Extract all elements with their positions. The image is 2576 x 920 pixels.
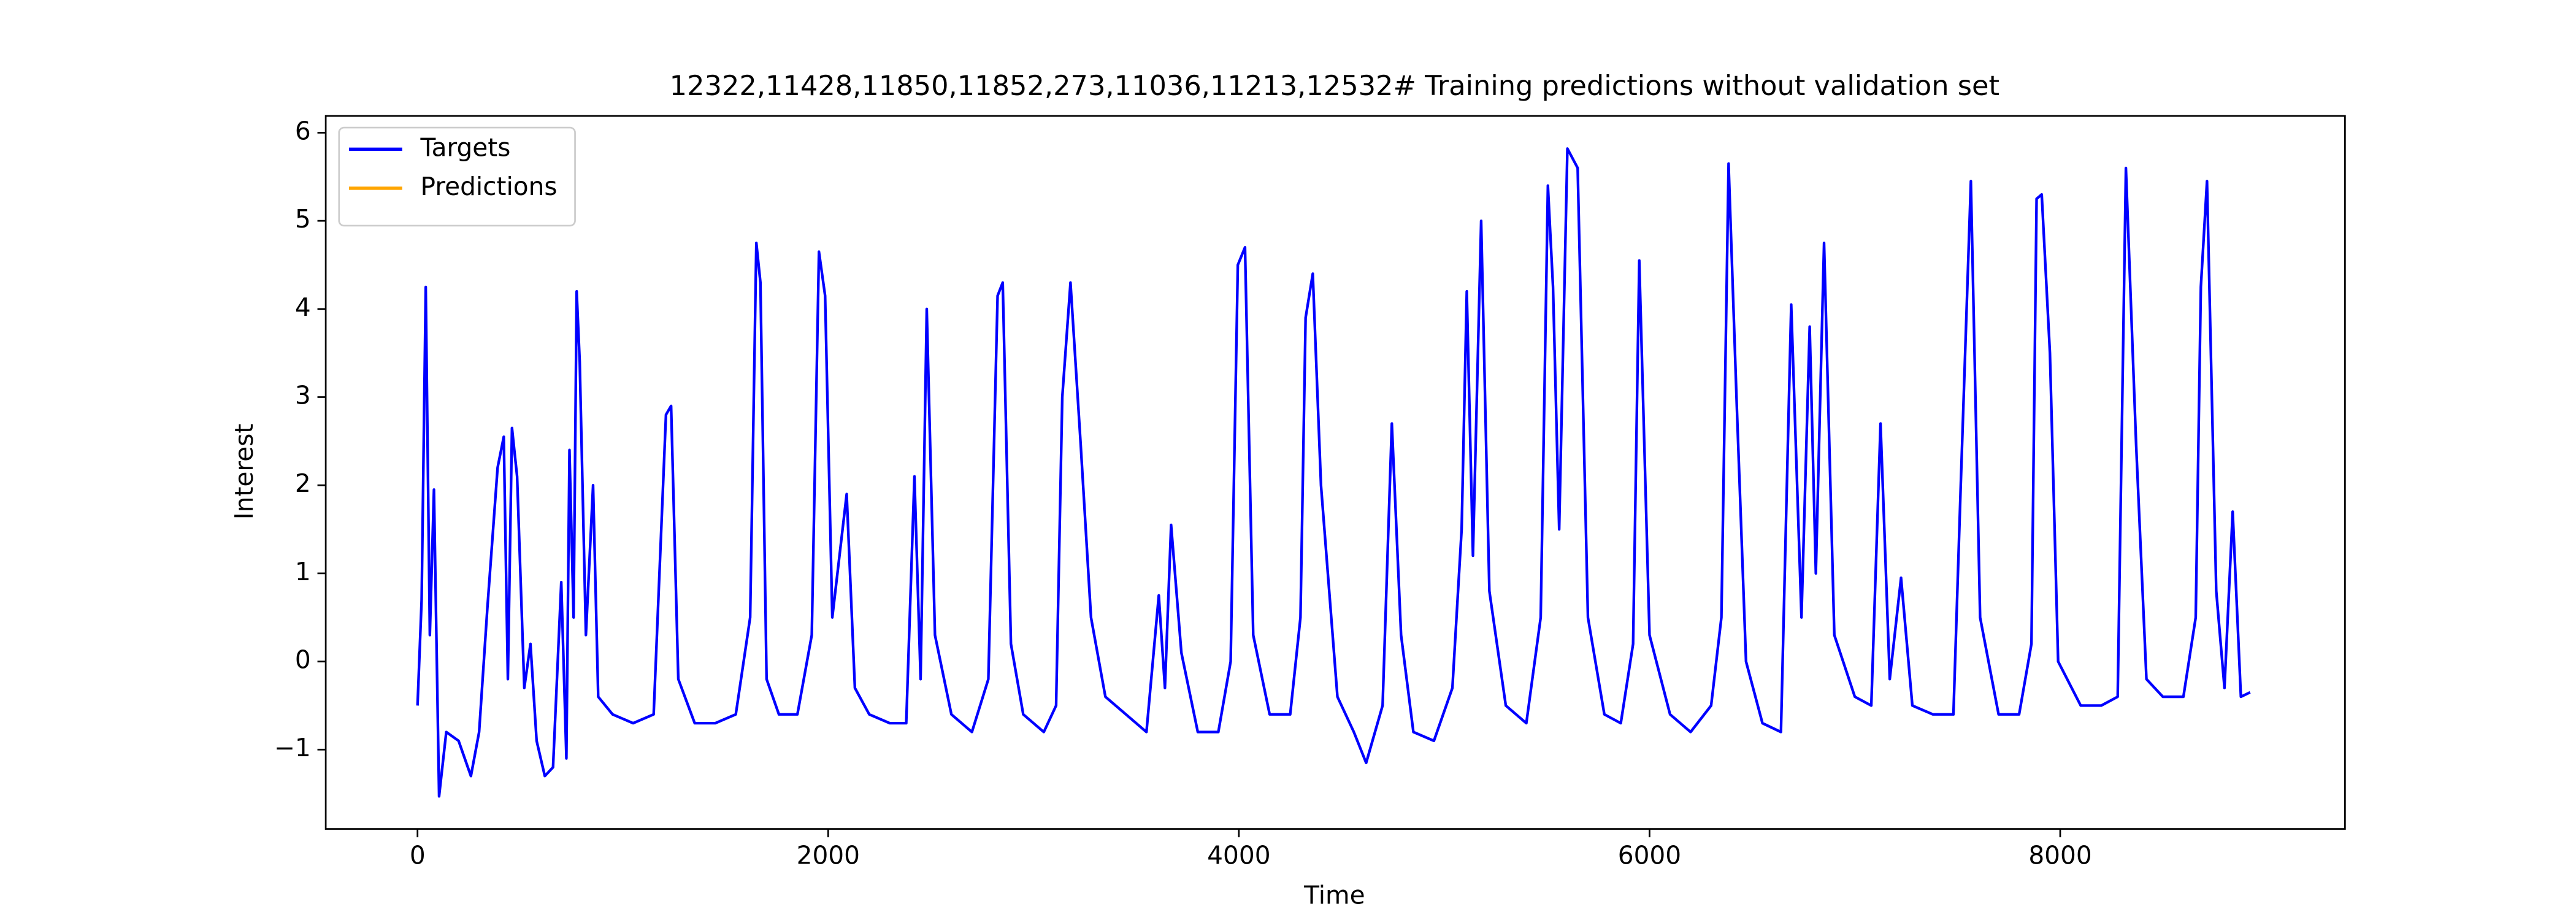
y-axis-label: Interest (229, 424, 259, 520)
x-axis-label: Time (1303, 881, 1365, 910)
y-tick-label: 0 (295, 645, 311, 675)
legend-label: Targets (420, 132, 511, 162)
x-tick-label: 0 (410, 841, 426, 870)
x-tick-label: 4000 (1207, 841, 1270, 870)
x-tick-label: 8000 (2028, 841, 2091, 870)
x-tick-label: 2000 (797, 841, 860, 870)
y-tick-label: 1 (295, 557, 311, 586)
y-tick-label: 3 (295, 380, 311, 410)
y-tick-label: 4 (295, 293, 311, 322)
data-line (416, 147, 2251, 798)
x-tick-label: 6000 (1618, 841, 1681, 870)
legend-label: Predictions (421, 172, 558, 201)
plot-frame (324, 115, 2346, 830)
y-tick-label: 5 (295, 204, 311, 234)
y-tick-label: 2 (295, 469, 311, 498)
legend-box (338, 126, 576, 227)
chart-title: 12322,11428,11850,11852,273,11036,11213,… (670, 70, 1999, 102)
y-tick-label: 6 (295, 116, 311, 145)
y-tick-label: −1 (274, 733, 311, 762)
